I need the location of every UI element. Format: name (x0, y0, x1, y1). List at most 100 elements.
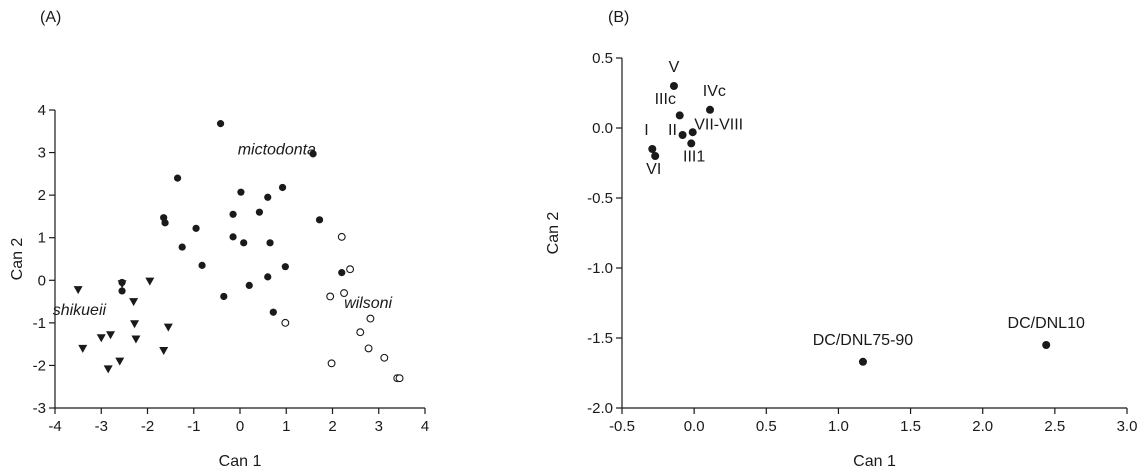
data-point (1042, 341, 1051, 349)
x-tick-label: 2 (328, 418, 336, 435)
x-tick-label: -4 (48, 418, 61, 435)
y-tick-label: 0.0 (592, 120, 613, 137)
point-label: I (644, 122, 648, 139)
point-label: III1 (683, 149, 705, 166)
panel-b: (B) -0.5 0.0 0.5 1.0 1.5 2.0 2.5 3.0 -2.0 -1.5 -1.0… (545, 9, 1137, 470)
data-point-triangle-down (78, 344, 88, 353)
data-point-triangle-down (163, 323, 173, 332)
data-point-triangle-down (117, 280, 127, 289)
data-point-filled-circle (278, 183, 287, 192)
point-label: VII-VIII (694, 116, 743, 133)
x-tick-label: 3.0 (1117, 418, 1138, 435)
data-point-open-circle (327, 359, 336, 368)
data-point (675, 111, 684, 120)
data-point-open-circle (340, 289, 349, 298)
x-tick-label: 1.5 (900, 418, 921, 435)
data-point-filled-circle (264, 193, 272, 201)
data-point-filled-circle (266, 239, 274, 247)
x-axis-label: Can 1 (853, 453, 896, 470)
data-point-triangle-down (115, 357, 125, 366)
data-point (678, 131, 687, 139)
data-point-open-circle (356, 328, 365, 337)
y-tick-label: -2.0 (587, 400, 613, 417)
data-point-triangle-down (103, 365, 113, 374)
y-tick-label: 0.5 (592, 50, 613, 67)
data-point-filled-circle (269, 308, 277, 316)
data-point-triangle-down (130, 320, 140, 329)
data-point-open-circle (366, 314, 375, 323)
x-tick-label: -2 (141, 418, 154, 435)
data-point-open-circle (281, 318, 290, 327)
data-point-open-circle (395, 374, 404, 383)
data-point-filled-circle (229, 233, 237, 241)
data-point-filled-circle (192, 224, 200, 232)
y-tick-label: -1.5 (587, 330, 613, 347)
x-tick-label: 1 (282, 418, 290, 435)
data-point-open-circle (337, 232, 346, 241)
x-tick-label: 0.5 (756, 418, 777, 435)
y-tick-label: 4 (38, 102, 46, 119)
y-axis-label: Can 2 (545, 212, 562, 255)
y-tick-label: 3 (38, 145, 46, 162)
data-point-open-circle (346, 265, 355, 274)
data-point-triangle-down (145, 277, 155, 286)
data-point (648, 145, 657, 153)
y-tick-label: -1 (33, 315, 46, 332)
data-point-filled-circle (264, 273, 272, 281)
data-point-filled-circle (198, 261, 206, 269)
data-point-triangle-down (129, 298, 139, 307)
y-axis-label: Can 2 (9, 238, 26, 281)
series-label-wilsoni: wilsoni (344, 295, 392, 312)
data-point (706, 105, 715, 114)
x-axis-label: Can 1 (219, 453, 262, 470)
y-tick-label: -0.5 (587, 190, 613, 207)
data-point-triangle-down (106, 331, 115, 340)
data-point-filled-circle (240, 239, 248, 247)
data-point-open-circle (326, 292, 335, 301)
data-point-triangle-down (73, 286, 83, 295)
data-point (858, 357, 867, 366)
point-label: DC/DNL75-90 (813, 332, 914, 349)
y-tick-label: 0 (38, 272, 46, 289)
series-label-shikueii: shikueii (53, 302, 107, 319)
y-tick-label: -2 (33, 357, 46, 374)
x-tick-label: 2.5 (1044, 418, 1065, 435)
panel-label: (A) (40, 9, 61, 26)
x-tick-label: -3 (95, 418, 108, 435)
data-point (651, 152, 660, 160)
data-point-filled-circle (118, 287, 126, 295)
data-point (688, 128, 697, 137)
panel-label: (B) (608, 9, 629, 26)
data-point-filled-circle (245, 281, 253, 289)
series-label-mictodonta: mictodonta (238, 142, 316, 159)
point-label: DC/DNL10 (1008, 315, 1085, 332)
data-point-triangle-down (96, 334, 106, 343)
x-tick-label: 4 (421, 418, 429, 435)
x-tick-label: 3 (375, 418, 383, 435)
point-label: IVc (703, 83, 726, 100)
data-point-filled-circle (220, 292, 228, 301)
data-point-filled-circle (178, 243, 186, 251)
x-tick-label: -0.5 (609, 418, 635, 435)
x-tick-label: 2.0 (972, 418, 993, 435)
x-tick-label: 0.0 (684, 418, 705, 435)
data-point-filled-circle (315, 216, 324, 224)
y-tick-label: 2 (38, 187, 46, 204)
x-tick-label: -1 (187, 418, 200, 435)
data-point-filled-circle (255, 208, 264, 216)
data-point-triangle-down (159, 347, 169, 356)
data-point-open-circle (380, 353, 389, 362)
y-tick-label: 1 (38, 230, 46, 247)
data-point-triangle-down (131, 335, 141, 344)
point-label: II (668, 122, 677, 139)
x-tick-label: 1.0 (828, 418, 849, 435)
point-label: IIIc (655, 91, 676, 108)
y-tick-label: -1.0 (587, 260, 613, 277)
data-point-filled-circle (309, 150, 317, 158)
point-label: V (669, 59, 680, 76)
data-point-filled-circle (173, 174, 182, 182)
data-point-filled-circle (229, 210, 237, 218)
point-label: VI (646, 161, 661, 178)
data-point-filled-circle (237, 188, 245, 196)
